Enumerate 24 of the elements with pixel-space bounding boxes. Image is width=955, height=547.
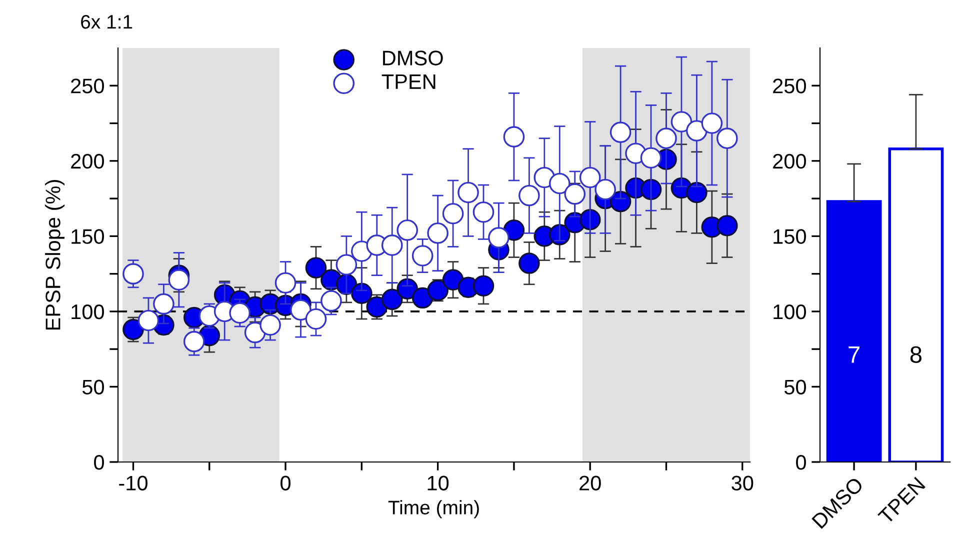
- y-tick-label: 150: [774, 229, 806, 244]
- y-tick-label: 250: [71, 78, 104, 94]
- x-tick-label: 30: [732, 476, 754, 490]
- y-axis-title: EPSP Slope (%): [45, 180, 64, 330]
- y-tick-label: 50: [784, 380, 806, 394]
- y-tick-label: 150: [72, 229, 104, 244]
- y-tick-label: 0: [796, 455, 806, 470]
- y-tick-label: 100: [72, 304, 104, 320]
- chart-title: 6x 1:1: [81, 14, 132, 29]
- y-tick-label: 0: [94, 455, 104, 470]
- legend-label: DMSO: [383, 50, 443, 66]
- x-tick-label: 10: [428, 476, 449, 490]
- x-tick-label: -10: [119, 476, 148, 490]
- x-tick-label: 0: [280, 476, 290, 490]
- x-tick-label: 20: [580, 476, 601, 490]
- legend-label: TPEN: [382, 74, 436, 89]
- x-axis-title: Time (min): [388, 500, 479, 518]
- annotation: 8: [910, 346, 922, 363]
- y-tick-label: 50: [82, 380, 104, 394]
- y-tick-label: 200: [773, 154, 806, 169]
- y-tick-label: 200: [71, 154, 104, 169]
- annotation: 7: [848, 346, 860, 363]
- y-tick-label: 250: [773, 78, 806, 94]
- y-tick-label: 100: [774, 304, 806, 320]
